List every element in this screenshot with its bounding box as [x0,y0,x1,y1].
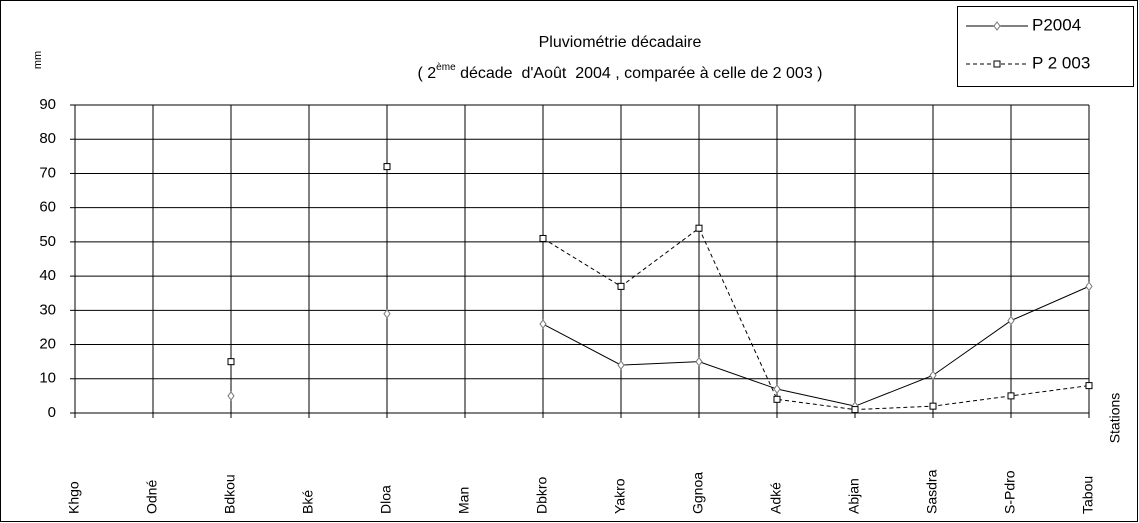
subtitle-sup: ème [436,62,456,73]
y-tick-label: 60 [39,199,56,216]
point [383,163,391,171]
legend-marker [993,60,1001,68]
point [617,282,625,290]
y-tick-label: 80 [39,130,56,147]
x-tick-label: Bké [300,490,316,514]
point [695,224,703,232]
x-tick-label: Man [456,487,472,514]
y-tick-label: 10 [39,370,56,387]
x-axis-label: Stations [1107,393,1123,444]
series-line [542,285,1090,407]
y-tick-label: 40 [39,267,56,284]
x-tick-label: Sasdra [924,469,940,514]
y-tick-label: 50 [39,233,56,250]
point [617,360,625,370]
legend-label: P2004 [1032,15,1081,34]
point [929,402,937,410]
x-tick-label: Ggnoa [690,472,706,514]
point [1007,392,1015,400]
legend: P2004 P 2 003 [957,6,1134,87]
chart-subtitle: ( 2ème décade d'Août 2004 , comparée à c… [418,62,823,83]
point [1085,281,1093,292]
legend-marker [993,21,1001,31]
point [227,391,235,401]
point [929,370,937,381]
point [539,319,547,329]
point [383,308,391,319]
y-axis-label: mm [32,51,44,69]
y-tick-label: 0 [48,404,56,421]
y-tick-label: 20 [39,336,56,353]
point [773,395,781,403]
x-tick-label: Tabou [1080,476,1096,514]
subtitle-part: ( 2 [418,65,437,82]
x-tick-label: Khgo [66,481,82,514]
x-tick-label: Adké [768,482,784,514]
point [539,234,547,242]
x-tick-label: Bdkou [222,474,238,514]
chart-title: Pluviométrie décadaire [539,34,702,51]
x-tick-label: Abjan [846,478,862,514]
series-line [542,227,1090,411]
point [1085,382,1093,390]
y-tick-label: 30 [39,301,56,318]
y-tick-label: 70 [39,164,56,181]
x-tick-label: Dbkro [534,476,550,514]
subtitle-part: décade d'Août 2004 , comparée à celle de… [456,65,823,82]
y-tick-label: 90 [39,96,56,113]
point [695,356,703,367]
point [227,358,235,366]
x-tick-label: S-Pdro [1002,470,1018,514]
point [851,406,859,414]
x-tick-label: Dloa [378,485,394,514]
x-tick-label: Odné [144,480,160,514]
x-tick-label: Yakro [612,478,628,514]
legend-box [957,6,1134,87]
point [773,384,781,394]
point [1007,315,1015,326]
legend-label: P 2 003 [1032,53,1090,72]
